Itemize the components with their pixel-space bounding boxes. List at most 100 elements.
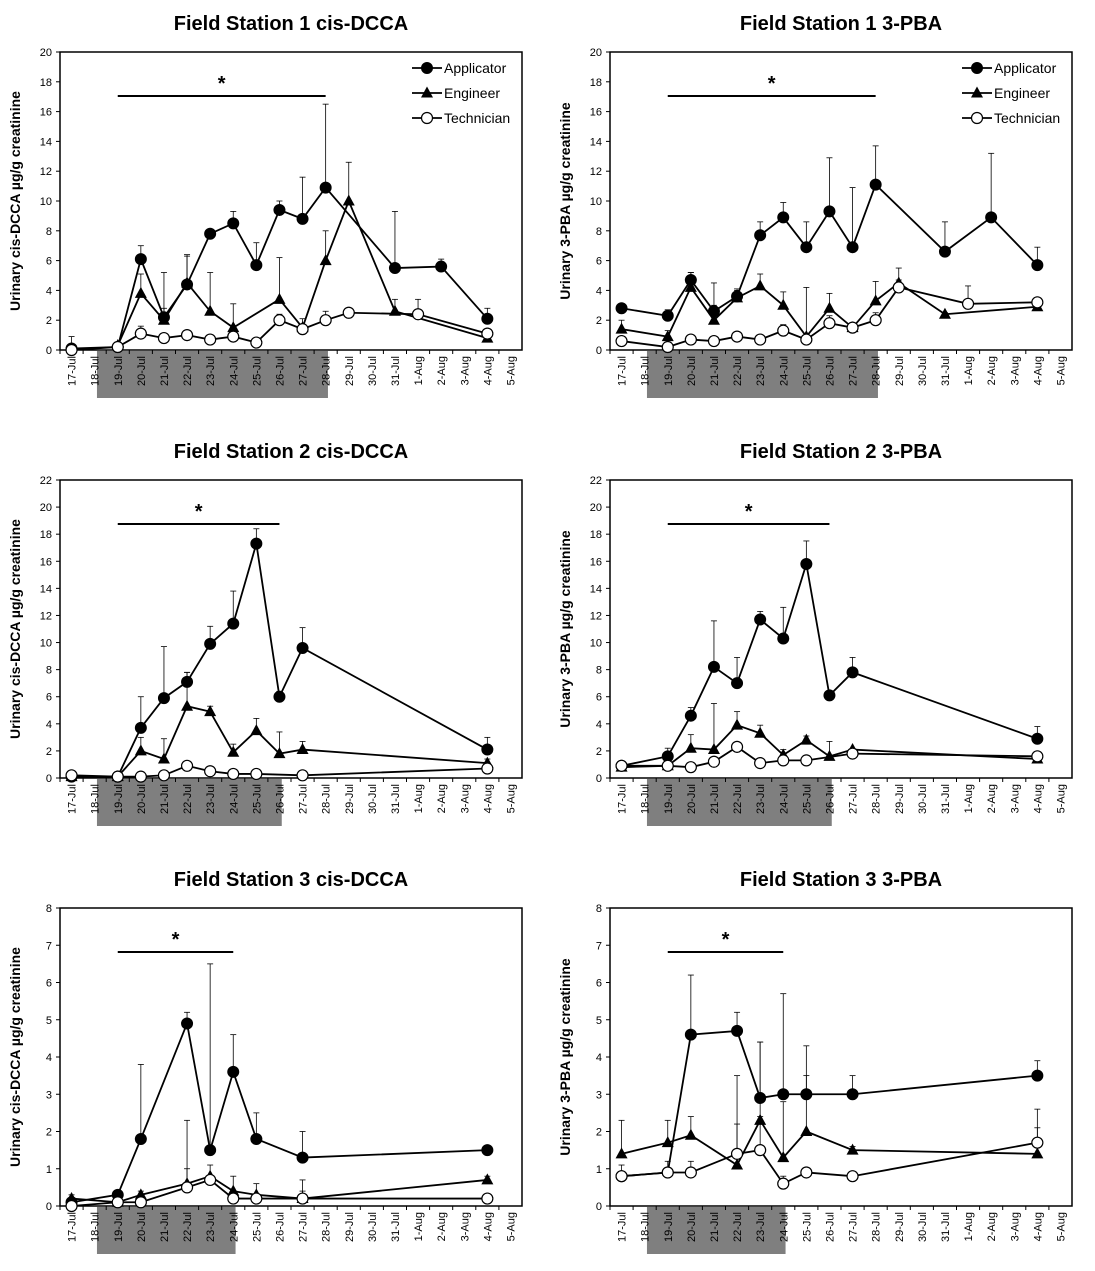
- significance-star: *: [195, 501, 203, 523]
- x-tick-label: 27-Jul: [848, 356, 860, 386]
- x-tick-label: 21-Jul: [709, 356, 721, 386]
- y-tick-label: 20: [590, 47, 602, 59]
- y-tick-label: 20: [40, 47, 52, 59]
- series-applicator: [615, 540, 1044, 772]
- x-tick-label: 1-Aug: [963, 356, 975, 385]
- x-tick-label: 27-Jul: [848, 1212, 860, 1242]
- data-point: [273, 747, 286, 759]
- data-point: [684, 761, 697, 774]
- data-point: [204, 765, 217, 778]
- y-tick-label: 10: [590, 196, 602, 208]
- x-tick-label: 25-Jul: [801, 356, 813, 386]
- y-axis-label: Urinary 3-PBA µg/g creatinine: [557, 530, 573, 728]
- x-tick-label: 23-Jul: [205, 356, 217, 386]
- x-tick-label: 27-Jul: [298, 1212, 310, 1242]
- x-tick-label: 29-Jul: [344, 1212, 356, 1242]
- data-point: [869, 294, 882, 306]
- x-tick-label: 23-Jul: [205, 784, 217, 814]
- x-tick-label: 4-Aug: [1032, 1212, 1044, 1241]
- series-line: [71, 1178, 488, 1207]
- x-tick-label: 25-Jul: [801, 784, 813, 814]
- data-point: [1031, 296, 1044, 309]
- data-point: [892, 281, 905, 294]
- y-tick-label: 1: [596, 1164, 602, 1176]
- data-point: [846, 747, 859, 760]
- y-tick-label: 2: [596, 315, 602, 327]
- y-tick-label: 8: [596, 226, 602, 238]
- data-point: [250, 336, 263, 349]
- x-tick-label: 28-Jul: [321, 356, 333, 386]
- x-tick-label: 4-Aug: [1032, 356, 1044, 385]
- x-tick-label: 30-Jul: [367, 784, 379, 814]
- x-tick-label: 27-Jul: [298, 356, 310, 386]
- x-tick-label: 19-Jul: [113, 784, 125, 814]
- chart-panel-fs2-3-pba: Field Station 2 3-PBA 0 2 4 6 8 10 12 14 16 18 20 22…: [550, 428, 1095, 843]
- legend-marker: [421, 62, 433, 74]
- y-tick-label: 22: [590, 475, 602, 487]
- x-tick-label: 25-Jul: [251, 1212, 263, 1242]
- y-tick-label: 6: [596, 256, 602, 268]
- x-tick-label: 22-Jul: [732, 784, 744, 814]
- y-tick-label: 10: [590, 638, 602, 650]
- y-tick-label: 0: [596, 773, 602, 785]
- data-point: [204, 333, 217, 346]
- data-point: [157, 331, 171, 345]
- x-tick-label: 4-Aug: [482, 1212, 494, 1241]
- y-tick-label: 18: [590, 77, 602, 89]
- data-point: [250, 1132, 263, 1145]
- y-tick-label: 7: [46, 940, 52, 952]
- y-tick-label: 14: [590, 583, 602, 595]
- y-tick-label: 6: [596, 978, 602, 990]
- x-tick-label: 27-Jul: [848, 784, 860, 814]
- data-point: [1031, 1136, 1044, 1149]
- data-point: [938, 307, 951, 319]
- x-tick-label: 3-Aug: [1009, 1212, 1021, 1241]
- data-point: [481, 1192, 494, 1205]
- data-point: [111, 1196, 124, 1209]
- data-point: [661, 759, 674, 772]
- x-tick-label: 4-Aug: [482, 356, 494, 385]
- y-tick-label: 16: [590, 556, 602, 568]
- y-tick-label: 20: [40, 502, 52, 514]
- data-point: [204, 637, 217, 650]
- data-point: [661, 1166, 674, 1179]
- data-point: [1031, 1147, 1044, 1159]
- data-point: [754, 333, 767, 346]
- data-point: [846, 321, 859, 334]
- x-tick-label: 1-Aug: [413, 356, 425, 385]
- x-tick-label: 17-Jul: [67, 356, 79, 386]
- x-tick-label: 30-Jul: [917, 1212, 929, 1242]
- series-engineer: [65, 671, 494, 782]
- data-point: [157, 752, 170, 764]
- data-point: [846, 1088, 859, 1101]
- data-point: [684, 333, 697, 346]
- data-point: [481, 1173, 494, 1185]
- y-tick-label: 0: [46, 345, 52, 357]
- y-tick-label: 0: [596, 345, 602, 357]
- data-point: [134, 1196, 147, 1209]
- data-point: [134, 327, 147, 340]
- data-point: [204, 304, 217, 316]
- y-axis-label: Urinary 3-PBA µg/g creatinine: [557, 102, 573, 300]
- data-point: [777, 211, 790, 224]
- data-point: [65, 1192, 78, 1204]
- data-point: [615, 1147, 628, 1159]
- x-tick-label: 29-Jul: [894, 356, 906, 386]
- x-tick-label: 5-Aug: [1055, 1212, 1067, 1241]
- data-point: [296, 1192, 309, 1205]
- x-tick-label: 23-Jul: [755, 784, 767, 814]
- x-tick-label: 2-Aug: [436, 1212, 448, 1241]
- y-tick-label: 0: [46, 1201, 52, 1213]
- data-point: [731, 1158, 744, 1170]
- y-tick-label: 12: [40, 610, 52, 622]
- data-point: [684, 1128, 697, 1140]
- data-point: [227, 217, 240, 230]
- data-point: [204, 1144, 217, 1157]
- x-tick-label: 20-Jul: [686, 356, 698, 386]
- x-tick-label: 3-Aug: [1009, 356, 1021, 385]
- data-point: [296, 323, 309, 336]
- data-point: [661, 340, 674, 354]
- data-point: [134, 1188, 147, 1200]
- data-point: [204, 1173, 217, 1187]
- data-point: [684, 280, 697, 292]
